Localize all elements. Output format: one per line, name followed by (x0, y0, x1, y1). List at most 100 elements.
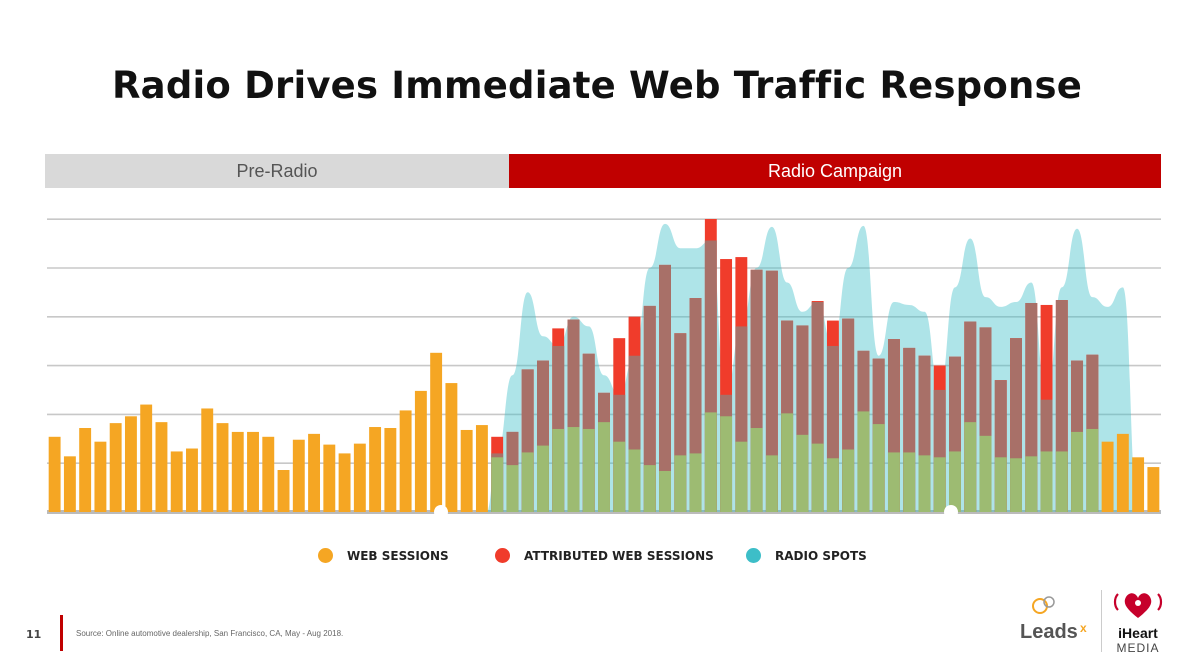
web-sessions-bar (689, 453, 702, 512)
web-sessions-bar (598, 422, 610, 512)
web-sessions-bar (140, 404, 153, 512)
iheart-logo-text: iHeart (1118, 625, 1158, 641)
web-sessions-bar (704, 412, 717, 512)
web-sessions-bar (247, 431, 259, 512)
attributed-overlap-bar (659, 264, 671, 512)
web-sessions-bar (216, 423, 229, 512)
logo-divider (1101, 590, 1102, 652)
web-sessions-bar (521, 452, 534, 512)
legend-dot-web-sessions (318, 548, 333, 563)
web-sessions-bar (292, 439, 305, 512)
web-sessions-bar (613, 441, 626, 512)
web-sessions-bar (109, 423, 122, 512)
legend-label-attributed: ATTRIBUTED WEB SESSIONS (524, 548, 714, 563)
attributed-overlap-bar (765, 270, 778, 512)
web-sessions-bar (720, 416, 733, 512)
web-sessions-bar (170, 451, 183, 512)
attributed-overlap-bar (826, 345, 839, 512)
web-sessions-bar (643, 465, 656, 512)
web-sessions-bar (1132, 457, 1145, 512)
chart-bars (48, 219, 1160, 512)
web-sessions-bar (781, 413, 794, 512)
web-sessions-bar (460, 429, 473, 512)
web-sessions-bar (1025, 456, 1038, 512)
attributed-bar (720, 259, 733, 512)
attributed-overlap-bar (643, 305, 656, 512)
attributed-overlap-bar (1055, 300, 1068, 512)
attributed-overlap-bar (842, 318, 855, 512)
attributed-overlap-bar (979, 327, 992, 512)
web-sessions-bar (399, 410, 412, 512)
phase-radio-campaign: Radio Campaign (509, 154, 1161, 188)
web-sessions-bar (1010, 458, 1022, 512)
web-sessions-bar (826, 458, 839, 512)
web-sessions-bar (735, 441, 748, 512)
source-note: Source: Online automotive dealership, Sa… (76, 629, 344, 638)
web-sessions-bar (384, 428, 397, 512)
web-sessions-bar (964, 422, 977, 512)
web-sessions-bar (811, 443, 824, 512)
web-sessions-bar (1055, 451, 1068, 512)
baseline-notch (944, 505, 958, 519)
attributed-overlap-bar (674, 333, 687, 512)
traffic-chart (47, 218, 1162, 519)
baseline-notch (434, 505, 448, 519)
web-sessions-bar (933, 457, 946, 512)
web-sessions-bar (887, 452, 900, 512)
web-sessions-bar (750, 428, 763, 512)
web-sessions-bar (949, 451, 961, 512)
web-sessions-bar (994, 457, 1007, 512)
svg-text:x: x (1080, 621, 1087, 635)
web-sessions-bar (186, 448, 198, 512)
web-sessions-bar (124, 416, 137, 512)
attributed-overlap-bar (704, 240, 717, 512)
web-sessions-bar (155, 422, 168, 512)
phase-pre-radio: Pre-Radio (45, 154, 509, 188)
legend-attributed-web-sessions: ATTRIBUTED WEB SESSIONS (495, 548, 714, 563)
attributed-overlap-bar (994, 380, 1007, 512)
web-sessions-bar (659, 470, 671, 512)
chart-legend: WEB SESSIONS ATTRIBUTED WEB SESSIONS RAD… (0, 548, 1194, 568)
attributed-overlap-bar (903, 347, 916, 512)
web-sessions-bar (857, 411, 870, 512)
web-sessions-bar (765, 455, 778, 512)
web-sessions-bar (63, 456, 76, 512)
legend-radio-spots: RADIO SPOTS (746, 548, 867, 563)
web-sessions-bar (48, 436, 61, 512)
footer-divider (60, 615, 63, 651)
web-sessions-bar (445, 383, 458, 512)
leads-logo: Leads x (1020, 596, 1087, 642)
web-sessions-bar (262, 436, 275, 512)
attributed-overlap-bar (933, 389, 946, 512)
web-sessions-bar (308, 433, 321, 512)
page-number: 11 (26, 628, 42, 641)
web-sessions-bar (277, 470, 290, 512)
attributed-overlap-bar (811, 302, 824, 512)
web-sessions-bar (1040, 451, 1053, 512)
web-sessions-bar (537, 445, 549, 512)
attributed-overlap-bar (567, 319, 580, 512)
web-sessions-bar (79, 428, 92, 512)
web-sessions-bar (979, 435, 992, 512)
attributed-overlap-bar (1025, 302, 1038, 512)
attributed-overlap-bar (964, 321, 977, 512)
web-sessions-bar (323, 444, 336, 512)
web-sessions-bar (338, 453, 351, 512)
web-sessions-bar (872, 424, 885, 512)
attributed-overlap-bar (537, 360, 549, 512)
attributed-overlap-bar (1010, 338, 1022, 512)
web-sessions-bar (1086, 428, 1099, 512)
web-sessions-bar (1116, 433, 1129, 512)
iheart-media-text: MEDIA (1116, 641, 1159, 655)
attributed-overlap-bar (918, 355, 931, 512)
attributed-overlap-bar (949, 356, 961, 512)
web-sessions-bar (506, 465, 519, 512)
web-sessions-bar (369, 427, 382, 512)
web-sessions-bar (231, 431, 244, 512)
web-sessions-bar (582, 428, 595, 512)
legend-label-radio-spots: RADIO SPOTS (775, 548, 867, 563)
web-sessions-bar (94, 441, 107, 512)
leads-logo-text: Leads (1020, 621, 1078, 642)
web-sessions-bar (1147, 467, 1160, 512)
web-sessions-bar (1071, 431, 1084, 512)
